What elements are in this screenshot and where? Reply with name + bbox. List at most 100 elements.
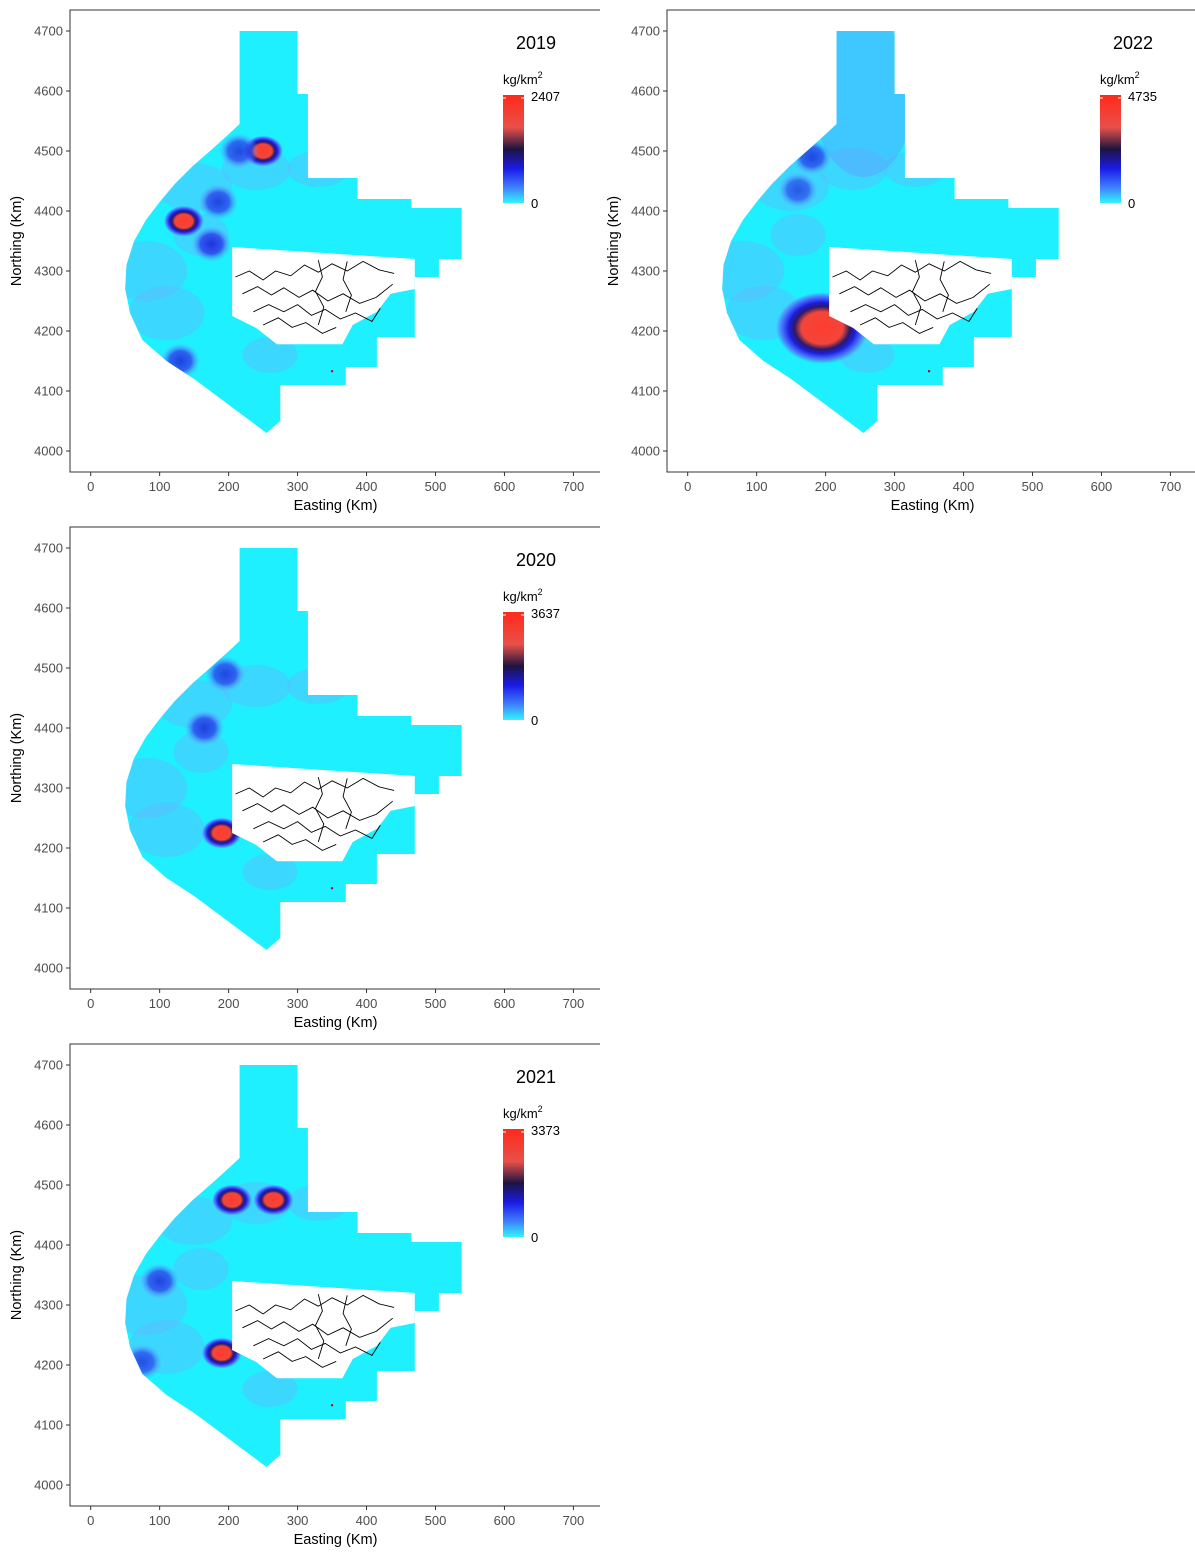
hotspot [205,656,246,692]
legend-unit: kg/km2 [503,587,543,604]
legend-min-label: 0 [531,196,538,211]
coastline [839,283,990,304]
coastline [253,304,381,322]
coastline [235,1294,395,1315]
y-tick-label: 4200 [631,324,660,339]
legend-colorbar [503,1129,524,1237]
x-tick-label: 600 [494,1513,516,1528]
study-area [125,1065,462,1467]
legend-unit: kg/km2 [503,1104,543,1121]
x-tick-label: 200 [218,479,240,494]
y-tick-label: 4600 [631,84,660,99]
y-tick-label: 4000 [34,961,63,976]
legend-unit: kg/km2 [503,70,543,87]
legend-unit: kg/km2 [1100,70,1140,87]
y-tick-label: 4300 [34,264,63,279]
density-patch [125,758,188,818]
island-marker [330,887,334,890]
y-axis-label: Northing (Km) [9,196,25,286]
y-tick-label: 4700 [34,541,63,556]
coastline [850,304,978,322]
x-tick-label: 200 [218,1513,240,1528]
panel-title: 2019 [516,33,556,53]
legend-min-label: 0 [531,1230,538,1245]
y-tick-label: 4000 [34,444,63,459]
y-tick-label: 4700 [34,24,63,39]
coastline [262,317,337,334]
y-tick-label: 4700 [631,24,660,39]
y-tick-label: 4000 [631,444,660,459]
map-svg: 0 100 200 300 400 500 600 700 4000 4100 4200 4300 44… [606,9,1195,514]
density-patch [125,241,188,301]
legend-colorbar [1100,95,1121,203]
y-tick-label: 4100 [34,1418,63,1433]
x-tick-label: 300 [884,479,906,494]
y-tick-label: 4100 [34,901,63,916]
hotspot [201,1337,242,1369]
coastline [253,821,381,839]
y-tick-label: 4700 [34,1058,63,1073]
hotspot [201,817,242,849]
density-layer [125,133,350,379]
x-axis-label: Easting (Km) [294,1015,378,1031]
y-tick-label: 4200 [34,1358,63,1373]
density-patch [128,803,205,857]
coastline [235,260,395,281]
hotspot [253,1184,294,1216]
island-marker [927,370,931,373]
panel-title: 2020 [516,550,556,570]
x-tick-label: 100 [149,479,171,494]
y-tick-label: 4600 [34,84,63,99]
x-tick-label: 400 [953,479,975,494]
y-tick-label: 4400 [34,204,63,219]
hotspot [184,710,225,746]
y-tick-label: 4100 [631,384,660,399]
y-axis-label: Northing (Km) [9,1230,25,1320]
coastline [314,1294,325,1360]
coastline [314,777,325,843]
y-tick-label: 4200 [34,841,63,856]
x-tick-label: 500 [425,479,447,494]
x-tick-label: 700 [563,996,585,1011]
map-panel-2021: 0 100 200 300 400 500 600 700 4000 4100 4200 4300 44… [0,1034,602,1556]
y-axis-label: Northing (Km) [9,713,25,803]
legend-max-label: 2407 [531,89,560,104]
x-tick-label: 100 [746,479,768,494]
study-area [125,548,462,950]
map-svg: 0 100 200 300 400 500 600 700 4000 4100 4200 4300 44… [9,1043,602,1548]
map-panel-2020: 0 100 200 300 400 500 600 700 4000 4100 4200 4300 44… [0,517,602,1039]
y-tick-label: 4600 [34,1118,63,1133]
coastline [262,834,337,851]
panel-title: 2021 [516,1067,556,1087]
y-tick-label: 4500 [34,1178,63,1193]
legend-min-label: 0 [531,713,538,728]
coastline [314,260,325,326]
y-tick-label: 4300 [631,264,660,279]
legend-max-label: 4735 [1128,89,1157,104]
x-axis-label: Easting (Km) [294,498,378,514]
density-patch [242,854,298,890]
density-patch [770,214,826,256]
study-area [125,31,462,433]
y-tick-label: 4300 [34,1298,63,1313]
coastline [859,317,934,334]
legend-max-label: 3637 [531,606,560,621]
x-tick-label: 400 [356,1513,378,1528]
y-tick-label: 4400 [631,204,660,219]
density-patch [242,337,298,373]
x-axis-label: Easting (Km) [891,498,975,514]
x-tick-label: 500 [425,996,447,1011]
hotspot [212,1184,252,1216]
x-tick-label: 200 [815,479,837,494]
map-panel-2022: 0 100 200 300 400 500 600 700 4000 4100 4200 4300 44… [597,0,1195,522]
coastline [939,261,949,312]
coastline [262,1351,337,1368]
x-tick-label: 500 [425,1513,447,1528]
hotspot [191,226,232,262]
x-tick-label: 400 [356,996,378,1011]
y-tick-label: 4300 [34,781,63,796]
x-tick-label: 0 [87,996,94,1011]
x-tick-label: 600 [494,996,516,1011]
coastline [911,260,922,326]
